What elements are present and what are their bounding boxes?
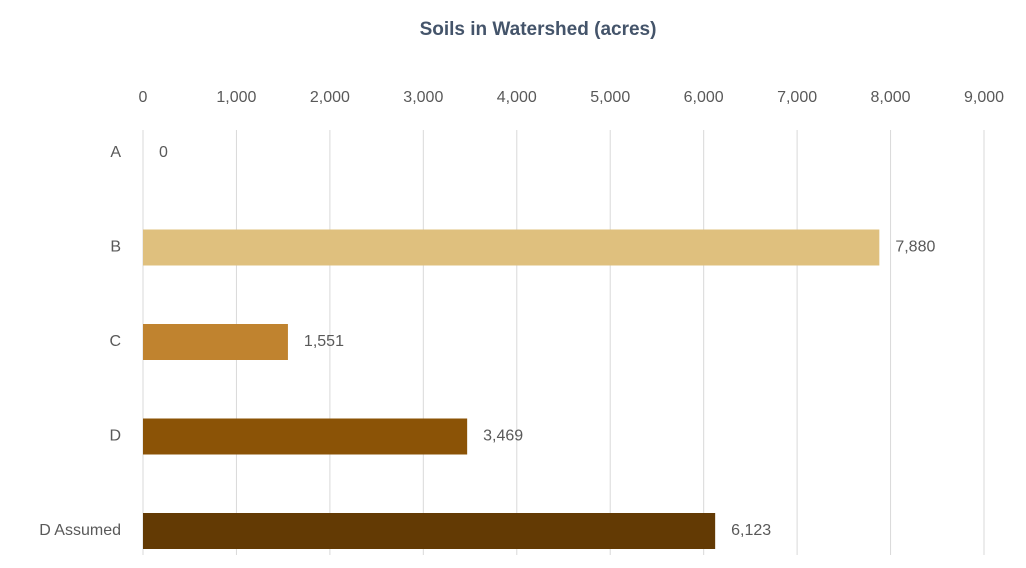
x-tick-label: 6,000 — [684, 89, 724, 106]
y-tick-label: D Assumed — [39, 522, 121, 539]
bar — [143, 513, 716, 549]
y-tick-label: B — [110, 239, 121, 256]
bar — [143, 418, 468, 455]
x-tick-label: 1,000 — [216, 89, 256, 106]
x-tick-label: 0 — [139, 89, 148, 106]
x-tick-label: 9,000 — [964, 89, 1004, 106]
y-tick-label: A — [110, 144, 121, 161]
x-tick-label: 7,000 — [777, 89, 817, 106]
value-label: 3,469 — [483, 428, 523, 445]
bar — [143, 324, 288, 360]
value-label: 0 — [159, 144, 168, 161]
bar — [143, 229, 880, 266]
chart-title: Soils in Watershed (acres) — [420, 19, 657, 40]
x-tick-label: 4,000 — [497, 89, 537, 106]
value-label: 1,551 — [304, 333, 344, 350]
x-tick-label: 8,000 — [871, 89, 911, 106]
y-tick-label: C — [109, 333, 121, 350]
x-tick-label: 3,000 — [403, 89, 443, 106]
value-label: 6,123 — [731, 522, 771, 539]
y-tick-label: D — [109, 428, 121, 445]
x-tick-label: 2,000 — [310, 89, 350, 106]
value-label: 7,880 — [895, 239, 935, 256]
x-tick-label: 5,000 — [590, 89, 630, 106]
